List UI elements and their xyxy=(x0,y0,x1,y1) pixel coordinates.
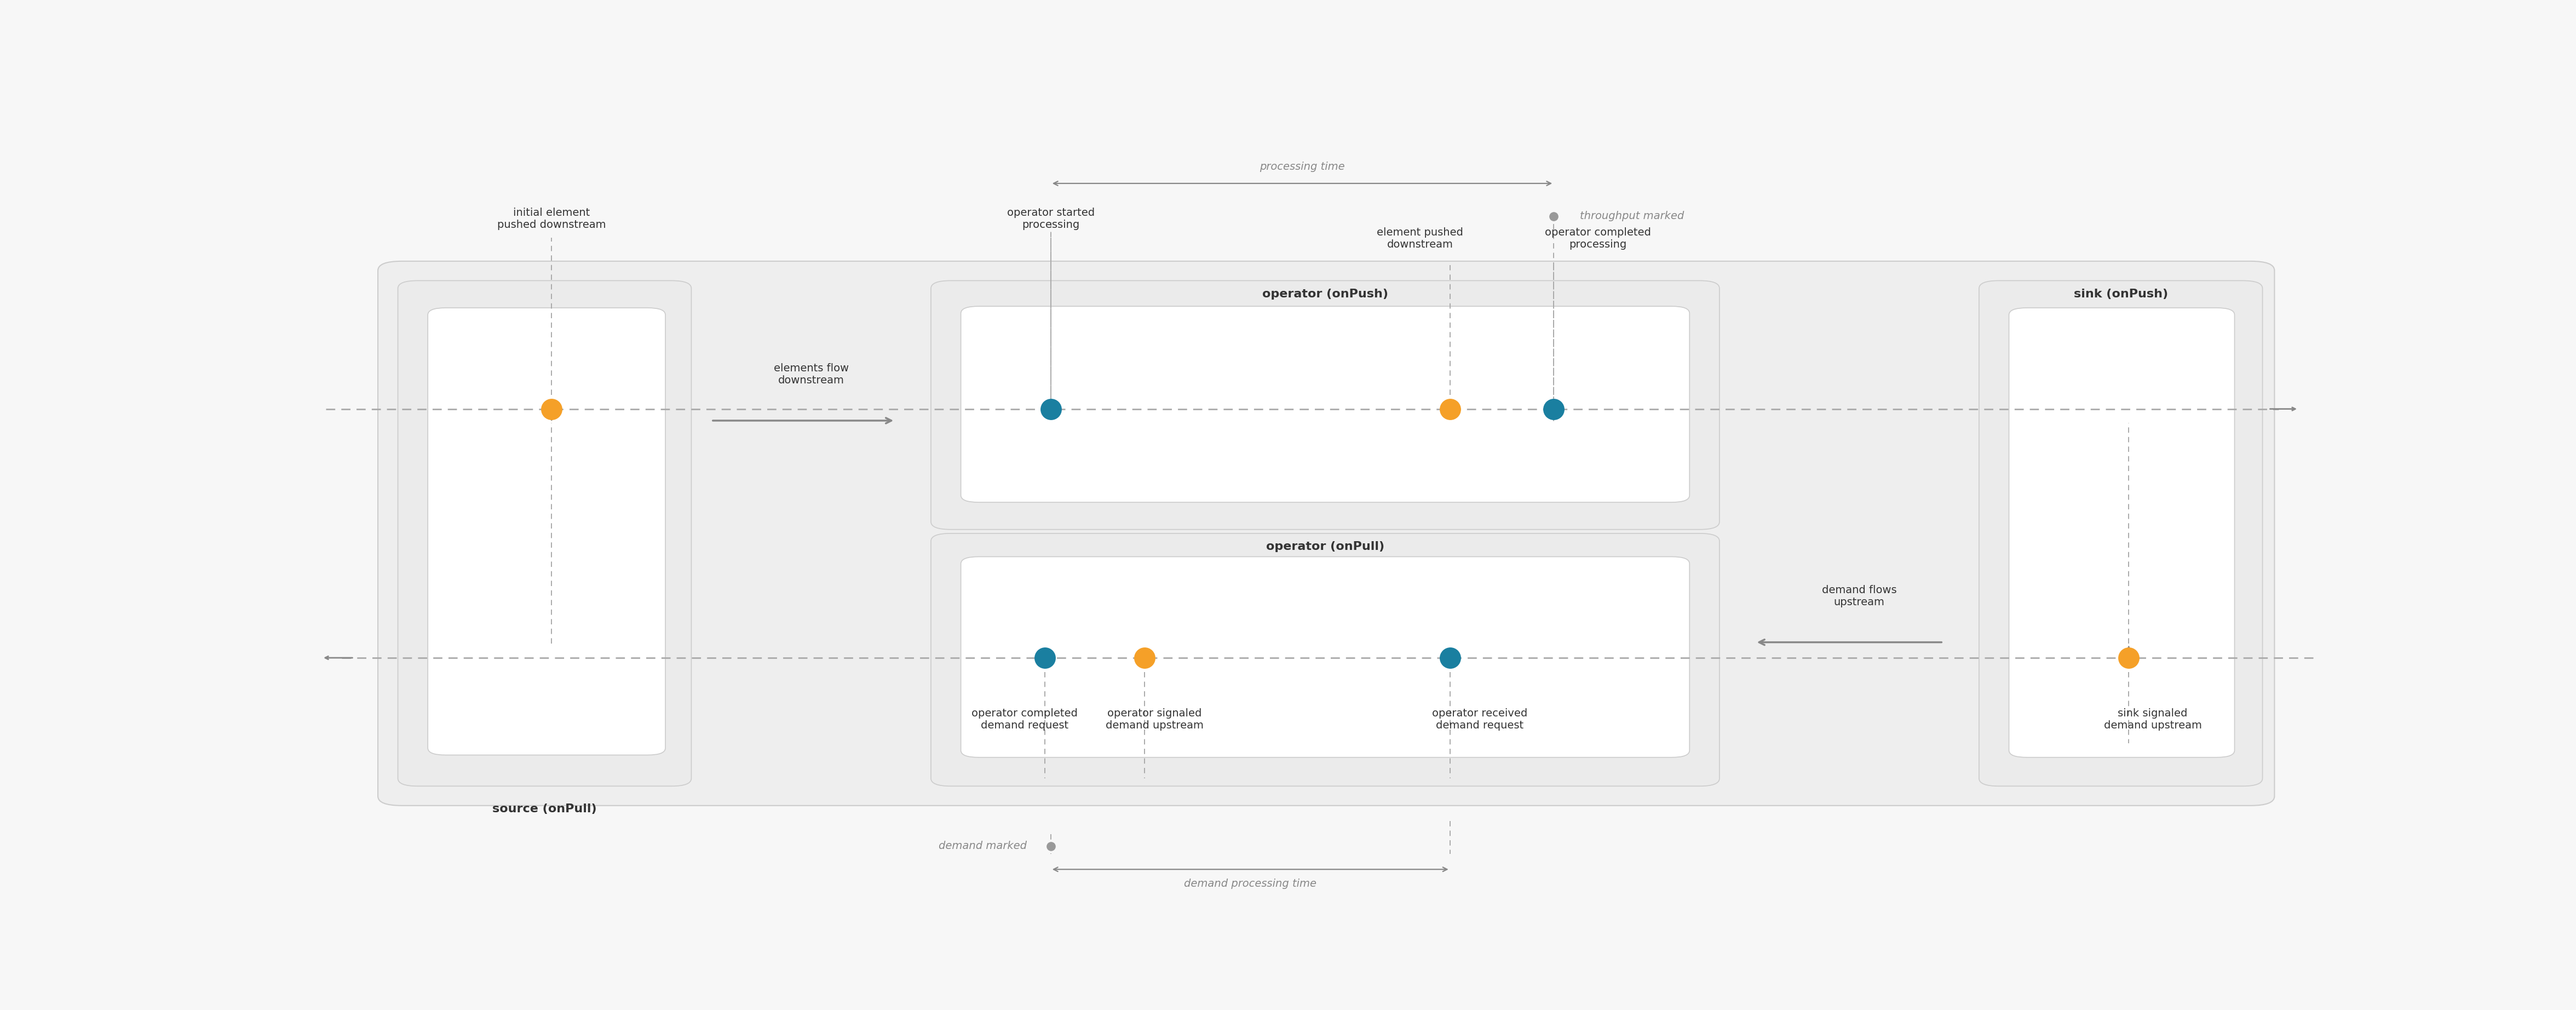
FancyBboxPatch shape xyxy=(961,306,1690,502)
Text: operator completed
demand request: operator completed demand request xyxy=(971,708,1077,731)
Text: elements flow
downstream: elements flow downstream xyxy=(773,364,848,386)
FancyBboxPatch shape xyxy=(1978,281,2262,786)
Text: demand flows
upstream: demand flows upstream xyxy=(1821,585,1896,607)
Text: demand processing time: demand processing time xyxy=(1185,879,1316,889)
Text: throughput marked: throughput marked xyxy=(1579,211,1685,221)
Text: operator signaled
demand upstream: operator signaled demand upstream xyxy=(1105,708,1203,731)
FancyBboxPatch shape xyxy=(2009,308,2233,758)
FancyBboxPatch shape xyxy=(379,262,2275,806)
FancyBboxPatch shape xyxy=(397,281,690,786)
Text: sink (onPush): sink (onPush) xyxy=(2074,289,2169,299)
Text: source (onPull): source (onPull) xyxy=(492,803,598,814)
Text: operator (onPush): operator (onPush) xyxy=(1262,289,1388,299)
Text: element pushed
downstream: element pushed downstream xyxy=(1376,227,1463,249)
Text: operator started
processing: operator started processing xyxy=(1007,208,1095,230)
Text: initial element
pushed downstream: initial element pushed downstream xyxy=(497,208,605,230)
Text: operator completed
processing: operator completed processing xyxy=(1546,227,1651,249)
Text: processing time: processing time xyxy=(1260,162,1345,172)
Text: sink signaled
demand upstream: sink signaled demand upstream xyxy=(2105,708,2202,731)
Text: operator received
demand request: operator received demand request xyxy=(1432,708,1528,731)
FancyBboxPatch shape xyxy=(930,533,1721,786)
Text: demand marked: demand marked xyxy=(938,840,1028,851)
FancyBboxPatch shape xyxy=(961,557,1690,758)
FancyBboxPatch shape xyxy=(428,308,665,755)
FancyBboxPatch shape xyxy=(930,281,1721,529)
Text: operator (onPull): operator (onPull) xyxy=(1265,541,1383,552)
